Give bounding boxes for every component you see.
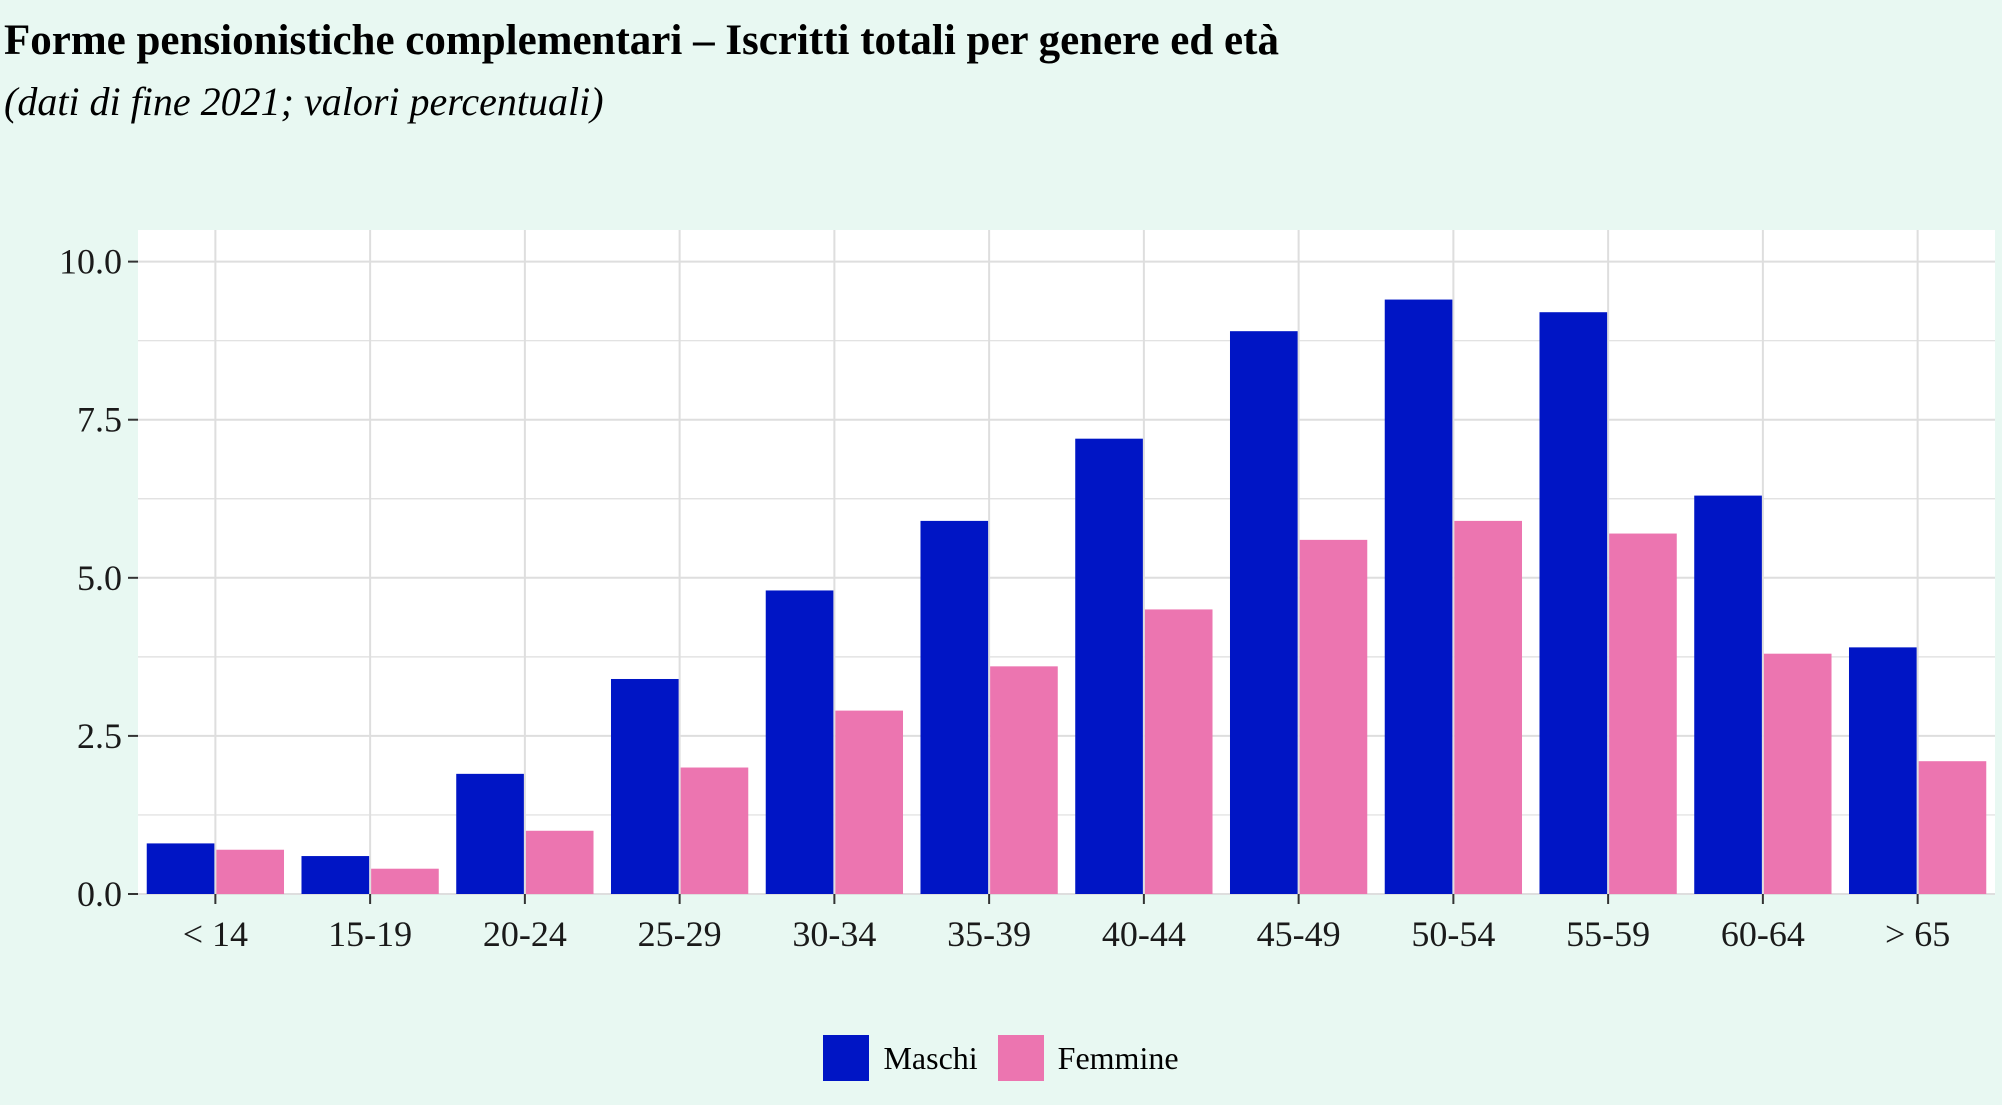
x-tick-label: > 65 bbox=[1885, 914, 1950, 954]
x-tick-label: 25-29 bbox=[638, 914, 722, 954]
bar-femmine-1 bbox=[371, 868, 439, 894]
x-tick-label: < 14 bbox=[183, 914, 248, 954]
x-tick-label: 45-49 bbox=[1257, 914, 1341, 954]
bar-femmine-4 bbox=[835, 710, 904, 894]
bar-femmine-10 bbox=[1763, 653, 1832, 894]
bar-maschi-0 bbox=[146, 843, 215, 894]
y-tick-label: 10.0 bbox=[59, 242, 122, 282]
bar-maschi-11 bbox=[1848, 647, 1917, 894]
y-tick-label: 2.5 bbox=[77, 716, 122, 756]
bar-maschi-2 bbox=[456, 773, 524, 894]
bars bbox=[146, 299, 1987, 895]
axes: 0.0 2.5 5.0 7.5 10.0 < 14 15-19 20-24 25-29 30-34… bbox=[59, 242, 1950, 954]
bar-maschi-10 bbox=[1694, 495, 1762, 894]
bar-femmine-8 bbox=[1454, 520, 1523, 894]
bar-maschi-5 bbox=[920, 520, 989, 894]
chart-subtitle: (dati di fine 2021; valori percentuali) bbox=[4, 79, 604, 124]
legend-item-femmine: Femmine bbox=[997, 1035, 1179, 1081]
x-tick-label: 15-19 bbox=[328, 914, 412, 954]
legend-swatch bbox=[997, 1035, 1044, 1081]
x-tick-label: 40-44 bbox=[1102, 914, 1186, 954]
bar-femmine-3 bbox=[680, 767, 749, 894]
bar-femmine-11 bbox=[1918, 761, 1987, 894]
y-tick-label: 5.0 bbox=[77, 558, 122, 598]
legend-swatch bbox=[823, 1035, 870, 1081]
legend-label: Femmine bbox=[1057, 1039, 1179, 1076]
y-tick-label: 7.5 bbox=[77, 400, 122, 440]
x-tick-label: 55-59 bbox=[1566, 914, 1650, 954]
bar-femmine-5 bbox=[990, 666, 1058, 894]
bar-femmine-2 bbox=[525, 830, 594, 894]
x-tick-label: 35-39 bbox=[947, 914, 1031, 954]
bar-femmine-6 bbox=[1144, 609, 1213, 894]
bar-maschi-8 bbox=[1384, 299, 1453, 894]
x-tick-label: 60-64 bbox=[1721, 914, 1805, 954]
bar-maschi-3 bbox=[610, 678, 679, 894]
legend-item-maschi: Maschi bbox=[823, 1035, 978, 1081]
bar-maschi-7 bbox=[1229, 331, 1298, 895]
grid-lines bbox=[138, 230, 1995, 895]
x-tick-label: 20-24 bbox=[483, 914, 567, 954]
bar-femmine-9 bbox=[1609, 533, 1677, 894]
chart-title: Forme pensionistiche complementari – Isc… bbox=[4, 17, 1279, 64]
bar-maschi-6 bbox=[1075, 438, 1143, 894]
x-tick-label: 30-34 bbox=[792, 914, 876, 954]
legend-label: Maschi bbox=[883, 1039, 978, 1076]
x-tick-label: 50-54 bbox=[1411, 914, 1495, 954]
bar-maschi-4 bbox=[765, 590, 834, 894]
legend: Maschi Femmine bbox=[0, 1035, 2002, 1081]
bar-femmine-7 bbox=[1299, 539, 1368, 894]
y-tick-label: 0.0 bbox=[77, 874, 122, 914]
bar-maschi-1 bbox=[301, 856, 370, 894]
bar-femmine-0 bbox=[216, 849, 285, 894]
bar-maschi-9 bbox=[1539, 312, 1608, 894]
